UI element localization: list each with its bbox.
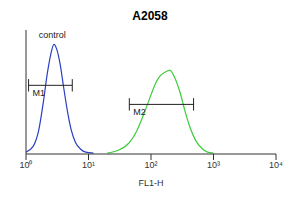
svg-text:10¹: 10¹ — [82, 160, 95, 170]
svg-text:M2: M2 — [133, 107, 146, 117]
svg-text:10²: 10² — [144, 160, 157, 170]
svg-text:10⁰: 10⁰ — [19, 160, 32, 170]
html-text:A2058: A2058 — [132, 9, 168, 23]
svg-text:FL1-H: FL1-H — [138, 178, 163, 188]
svg-text:10⁴: 10⁴ — [269, 160, 283, 170]
svg-text:10³: 10³ — [207, 160, 220, 170]
svg-text:M1: M1 — [33, 88, 46, 98]
svg-text:control: control — [39, 30, 66, 40]
